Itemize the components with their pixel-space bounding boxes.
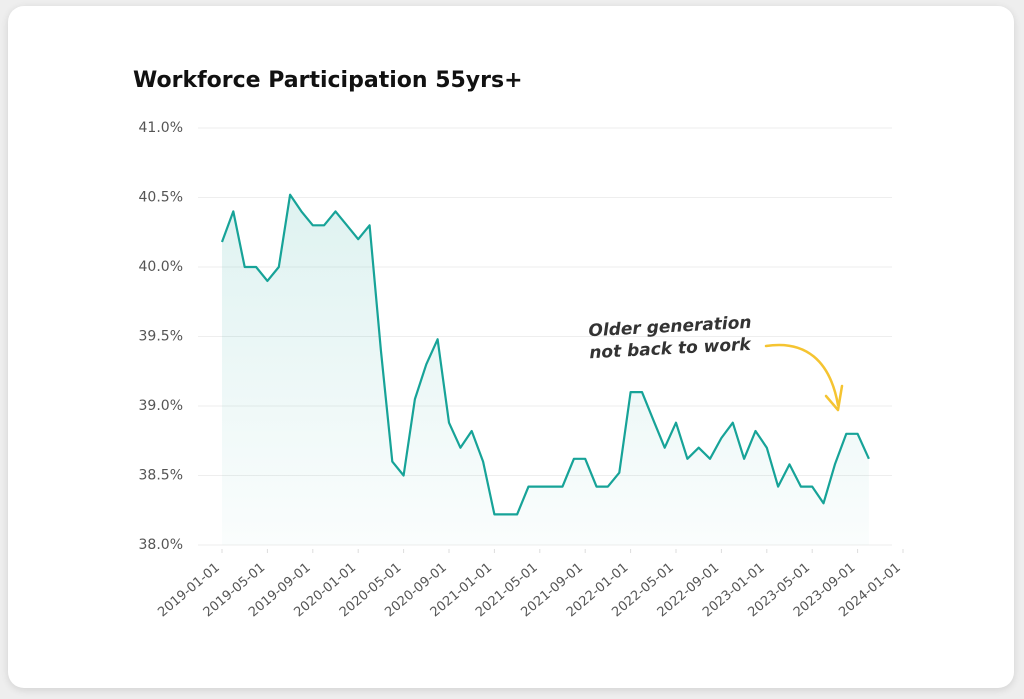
annotation-arrowhead	[824, 384, 844, 412]
card	[8, 6, 1014, 688]
y-tick-label: 39.5%	[139, 329, 183, 345]
area	[222, 194, 869, 545]
y-tick-label: 40.5%	[139, 190, 183, 206]
y-tick-label: 40.0%	[139, 259, 183, 275]
chart-title: Workforce Participation 55yrs+	[133, 68, 523, 93]
y-tick-label: 38.0%	[139, 537, 183, 553]
annotation-arrow	[764, 343, 840, 407]
line	[220, 193, 870, 516]
y-tick-label: 41.0%	[139, 120, 183, 136]
y-tick-label: 39.0%	[139, 398, 183, 414]
y-tick-label: 38.5%	[139, 468, 183, 484]
